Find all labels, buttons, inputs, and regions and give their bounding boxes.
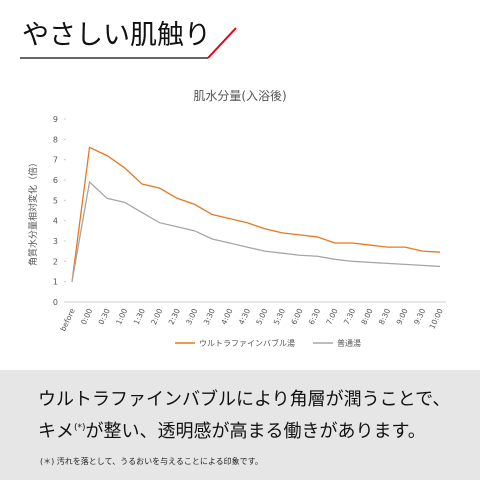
x-tick-label: 1:30: [132, 307, 147, 326]
chart-title: 肌水分量(入浴後): [193, 89, 286, 103]
x-tick-label: 10:00: [428, 307, 445, 331]
series-line: [71, 180, 441, 282]
chart: やさしい肌触り 肌水分量(入浴後) 角質水分量相対変化（倍） 0 1 2 3 4 5 6 7 8…: [20, 20, 446, 348]
footnote: (＊) 汚れを落として、うるおいを与えることによる印象です。: [40, 457, 263, 466]
caption-text: ウルトラファインバブルにより角層が潤うことで、 キメ(*)が整い、透明感が高まる…: [38, 386, 450, 446]
caption-sup: (*): [74, 423, 86, 433]
heading-slash: [207, 27, 237, 59]
x-tick-label: 3:30: [202, 307, 217, 326]
y-tick-label: 0: [53, 298, 58, 307]
y-tick-label: 9: [53, 115, 58, 124]
x-tick-label: 6:30: [307, 307, 322, 326]
x-tick-label: 0:30: [97, 307, 112, 326]
y-tick-label: 2: [53, 257, 58, 266]
x-tick-label: 8:30: [377, 307, 392, 326]
y-tick-label: 4: [53, 217, 58, 226]
x-tick-label: 8:00: [359, 307, 374, 326]
y-tick-label: 8: [53, 135, 58, 144]
x-tick-label: before: [58, 307, 77, 333]
y-tick-label: 3: [53, 237, 58, 246]
y-tick-label: 5: [53, 196, 58, 205]
caption-line: ウルトラファインバブルにより角層が潤うことで、: [38, 389, 451, 410]
caption-part: が整い、透明感が高まる働きがあります。: [85, 421, 426, 442]
x-tick-label: 7:30: [342, 307, 357, 326]
caption-part: キメ: [38, 421, 74, 442]
x-tick-label: 2:30: [167, 307, 182, 326]
caption-line: キメ(*)が整い、透明感が高まる働きがあります。: [38, 414, 450, 446]
y-axis-label: 角質水分量相対変化（倍）: [27, 158, 39, 266]
x-tick-label: 3:00: [184, 307, 199, 326]
heading: やさしい肌触り: [22, 20, 211, 51]
x-tick-label: 4:00: [219, 307, 234, 326]
x-tick-label: 5:30: [272, 307, 287, 326]
x-tick-label: 4:30: [237, 307, 252, 326]
y-tick-label: 6: [53, 176, 58, 185]
y-tick-label: 1: [53, 278, 58, 287]
x-tick-label: 9:30: [412, 307, 427, 326]
x-tick-label: 5:00: [254, 307, 269, 326]
x-tick-label: 2:00: [149, 307, 164, 326]
x-tick-label: 1:00: [114, 307, 129, 326]
x-tick-label: 7:00: [324, 307, 339, 326]
x-tick-label: 9:00: [394, 307, 409, 326]
legend-label: ウルトラファインバブル湯: [199, 338, 295, 348]
y-tick-label: 7: [53, 156, 58, 165]
legend-label: 普通湯: [337, 338, 361, 348]
x-tick-label: 6:00: [289, 307, 304, 326]
caption-band: ウルトラファインバブルにより角層が潤うことで、 キメ(*)が整い、透明感が高まる…: [0, 370, 480, 480]
x-tick-label: 0:00: [79, 307, 94, 326]
series-line: [71, 146, 441, 282]
